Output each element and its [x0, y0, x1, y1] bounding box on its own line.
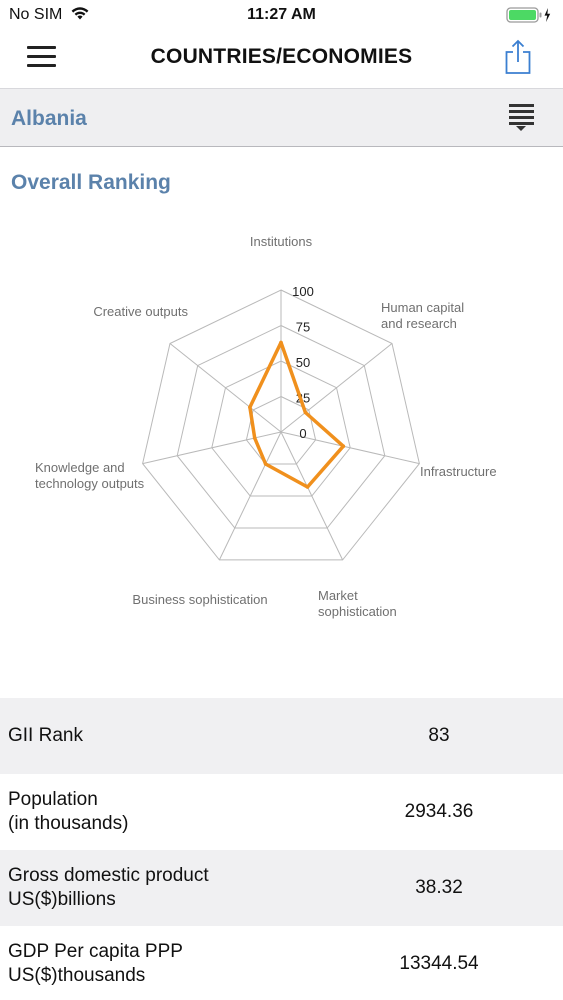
radar-scale-label: 100	[292, 284, 314, 299]
radar-data-point	[305, 485, 310, 489]
stat-label: Population (in thousands)	[8, 788, 128, 836]
battery-icon	[506, 7, 551, 23]
country-header: Albania	[0, 88, 563, 147]
status-bar: No SIM 11:27 AM	[0, 0, 563, 30]
stat-label-line-2: (in thousands)	[8, 813, 129, 834]
radar-spoke	[280, 343, 393, 433]
page-title: COUNTRIES/ECONOMIES	[150, 45, 413, 68]
stat-value: 13344.54	[399, 953, 479, 974]
filter-list-icon[interactable]	[509, 104, 534, 132]
section-title: Overall Ranking	[11, 171, 171, 194]
stat-row: Population (in thousands) 2934.36	[0, 774, 563, 850]
wifi-icon	[71, 7, 89, 20]
radar-spoke	[218, 431, 282, 561]
radar-axis-label: Infrastructure	[420, 464, 497, 479]
radar-axis-label: Human capital	[381, 300, 464, 315]
stat-label-line-2: US($)billions	[8, 889, 116, 910]
radar-axis-label: sophistication	[318, 604, 397, 619]
radar-axis-label: and research	[381, 316, 457, 331]
radar-axis-label: Institutions	[250, 234, 313, 249]
radar-axis-label: Business sophistication	[132, 592, 267, 607]
radar-data-point	[263, 462, 268, 466]
radar-axis-label: Market	[318, 588, 358, 603]
radar-spoke	[280, 431, 344, 561]
stat-value: 83	[428, 725, 450, 746]
stat-label: GII Rank	[8, 724, 83, 748]
stat-row: Gross domestic product US($)billions 38.32	[0, 850, 563, 926]
stat-label: Gross domestic product US($)billions	[8, 864, 209, 912]
status-time: 11:27 AM	[247, 6, 316, 23]
share-icon[interactable]	[504, 39, 532, 75]
stat-label-line-1: GDP Per capita PPP	[8, 941, 183, 962]
radar-grid-ring	[176, 324, 386, 529]
radar-scale-label: 0	[299, 426, 306, 441]
radar-grid-ring	[211, 360, 351, 497]
radar-data-series	[248, 340, 346, 489]
navigation-bar: COUNTRIES/ECONOMIES	[0, 30, 563, 88]
radar-axis-label: Creative outputs	[93, 304, 188, 319]
radar-data-point	[248, 405, 252, 409]
radar-spoke	[280, 431, 420, 465]
stat-label-line-1: GII Rank	[8, 725, 83, 746]
radar-axis-label: Knowledge and	[35, 460, 125, 475]
stat-label-line-1: Population	[8, 789, 98, 810]
stat-row: GII Rank 83	[0, 698, 563, 774]
radar-scale-label: 50	[296, 355, 310, 370]
radar-axis-label: technology outputs	[35, 476, 145, 491]
stat-label-line-1: Gross domestic product	[8, 865, 209, 886]
radar-data-point	[279, 340, 283, 345]
stat-label: GDP Per capita PPP US($)thousands	[8, 940, 183, 988]
country-name: Albania	[11, 107, 87, 130]
radar-spoke	[169, 343, 282, 433]
stat-value: 2934.36	[404, 801, 474, 822]
hamburger-menu-icon[interactable]	[27, 46, 56, 68]
stat-label-line-2: US($)thousands	[8, 965, 146, 986]
radar-grid-ring	[142, 289, 420, 561]
radar-spoke	[142, 431, 282, 465]
radar-data-point	[303, 410, 308, 415]
radar-data-point	[341, 444, 346, 448]
stat-row: GDP Per capita PPP US($)thousands 13344.54	[0, 926, 563, 1000]
carrier-label: No SIM	[9, 6, 63, 23]
radar-data-point	[252, 436, 257, 440]
stat-value: 38.32	[415, 877, 463, 898]
radar-scale-label: 75	[296, 320, 310, 335]
